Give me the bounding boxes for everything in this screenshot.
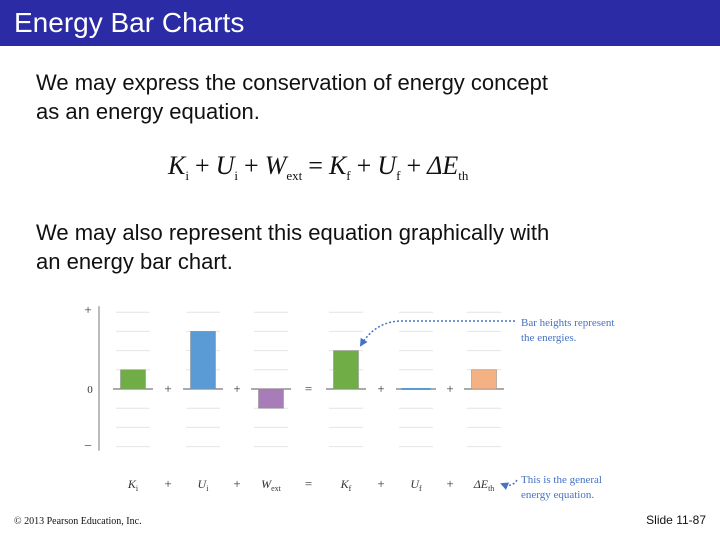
slide-number: Slide 11-87 xyxy=(646,513,706,527)
equation-operator: + xyxy=(356,151,372,180)
equation-term-symbol: K xyxy=(168,151,186,180)
category-label: Uf xyxy=(410,477,422,493)
bar xyxy=(333,350,359,390)
paragraph2-line2: an energy bar chart. xyxy=(36,249,233,274)
chart-operator: + xyxy=(377,381,384,396)
paragraph-energy-equation: We may express the conservation of energ… xyxy=(36,68,686,126)
bar xyxy=(401,388,431,390)
paragraph2-line1: We may also represent this equation grap… xyxy=(36,220,550,245)
slide-title: Energy Bar Charts xyxy=(14,7,245,38)
copyright: © 2013 Pearson Education, Inc. xyxy=(14,516,142,527)
equation-operator: = xyxy=(308,151,323,180)
equation-term: Ui xyxy=(215,151,239,183)
equation-term-symbol: U xyxy=(215,151,235,180)
annotation-general-equation-line2: energy equation. xyxy=(521,489,594,501)
y-tick-label-top: + xyxy=(84,302,91,317)
title-bar: Energy Bar Charts xyxy=(0,0,720,46)
annotation-bar-heights-line1: Bar heights represent xyxy=(521,317,614,329)
y-tick-label-zero: 0 xyxy=(87,384,93,396)
chart-operator: = xyxy=(305,381,312,396)
paragraph1-line1: We may express the conservation of energ… xyxy=(36,70,548,95)
category-label: Ui xyxy=(198,477,210,493)
equation-operator: + xyxy=(406,151,422,180)
chart-operator: + xyxy=(164,381,171,396)
category-label: ΔEth xyxy=(473,477,495,493)
equation-operator: + xyxy=(194,151,210,180)
bar xyxy=(190,331,216,390)
chart-operator: + xyxy=(446,381,453,396)
equation-term: ΔEth xyxy=(427,151,469,183)
y-tick-label-bottom: – xyxy=(84,437,92,452)
bar xyxy=(471,369,497,390)
equation-term-subscript: f xyxy=(396,168,401,183)
annotation-arrow-bar-heights xyxy=(359,320,515,347)
equation-term-subscript: i xyxy=(234,168,239,183)
annotation-arrow-general-equation xyxy=(500,479,518,490)
annotation-general-equation-line1: This is the general xyxy=(521,474,602,486)
axis-operator: = xyxy=(305,476,312,491)
equation-term: Wext xyxy=(264,151,303,183)
equation-term-subscript: i xyxy=(185,168,189,183)
equation-term-symbol: K xyxy=(328,151,347,180)
equation-term: Uf xyxy=(377,151,401,183)
equation-term-symbol: W xyxy=(264,151,287,180)
equation-term-subscript: th xyxy=(458,168,469,183)
equation-term: Ki xyxy=(168,151,189,183)
energy-equation: Ki + Ui + Wext = Kf + Uf + ΔEth xyxy=(168,151,468,184)
equation-term-subscript: f xyxy=(346,168,351,183)
bar xyxy=(258,388,284,409)
paragraph1-line2: as an energy equation. xyxy=(36,99,260,124)
category-label: Kf xyxy=(340,477,352,493)
equation-operator: + xyxy=(244,151,259,180)
equation-term: Kf xyxy=(328,151,351,183)
category-label: Wext xyxy=(261,477,282,493)
axis-operator: + xyxy=(164,476,171,491)
equation-term-symbol: ΔE xyxy=(427,151,459,180)
axis-operator: + xyxy=(377,476,384,491)
paragraph-bar-chart: We may also represent this equation grap… xyxy=(36,218,686,276)
bar xyxy=(120,369,146,390)
equation-term-symbol: U xyxy=(377,151,397,180)
axis-operator: + xyxy=(446,476,453,491)
axis-operator: + xyxy=(233,476,240,491)
annotation-bar-heights-line2: the energies. xyxy=(521,332,577,344)
chart-operator: + xyxy=(233,381,240,396)
category-label: Ki xyxy=(127,477,139,493)
equation-term-subscript: ext xyxy=(286,168,303,183)
